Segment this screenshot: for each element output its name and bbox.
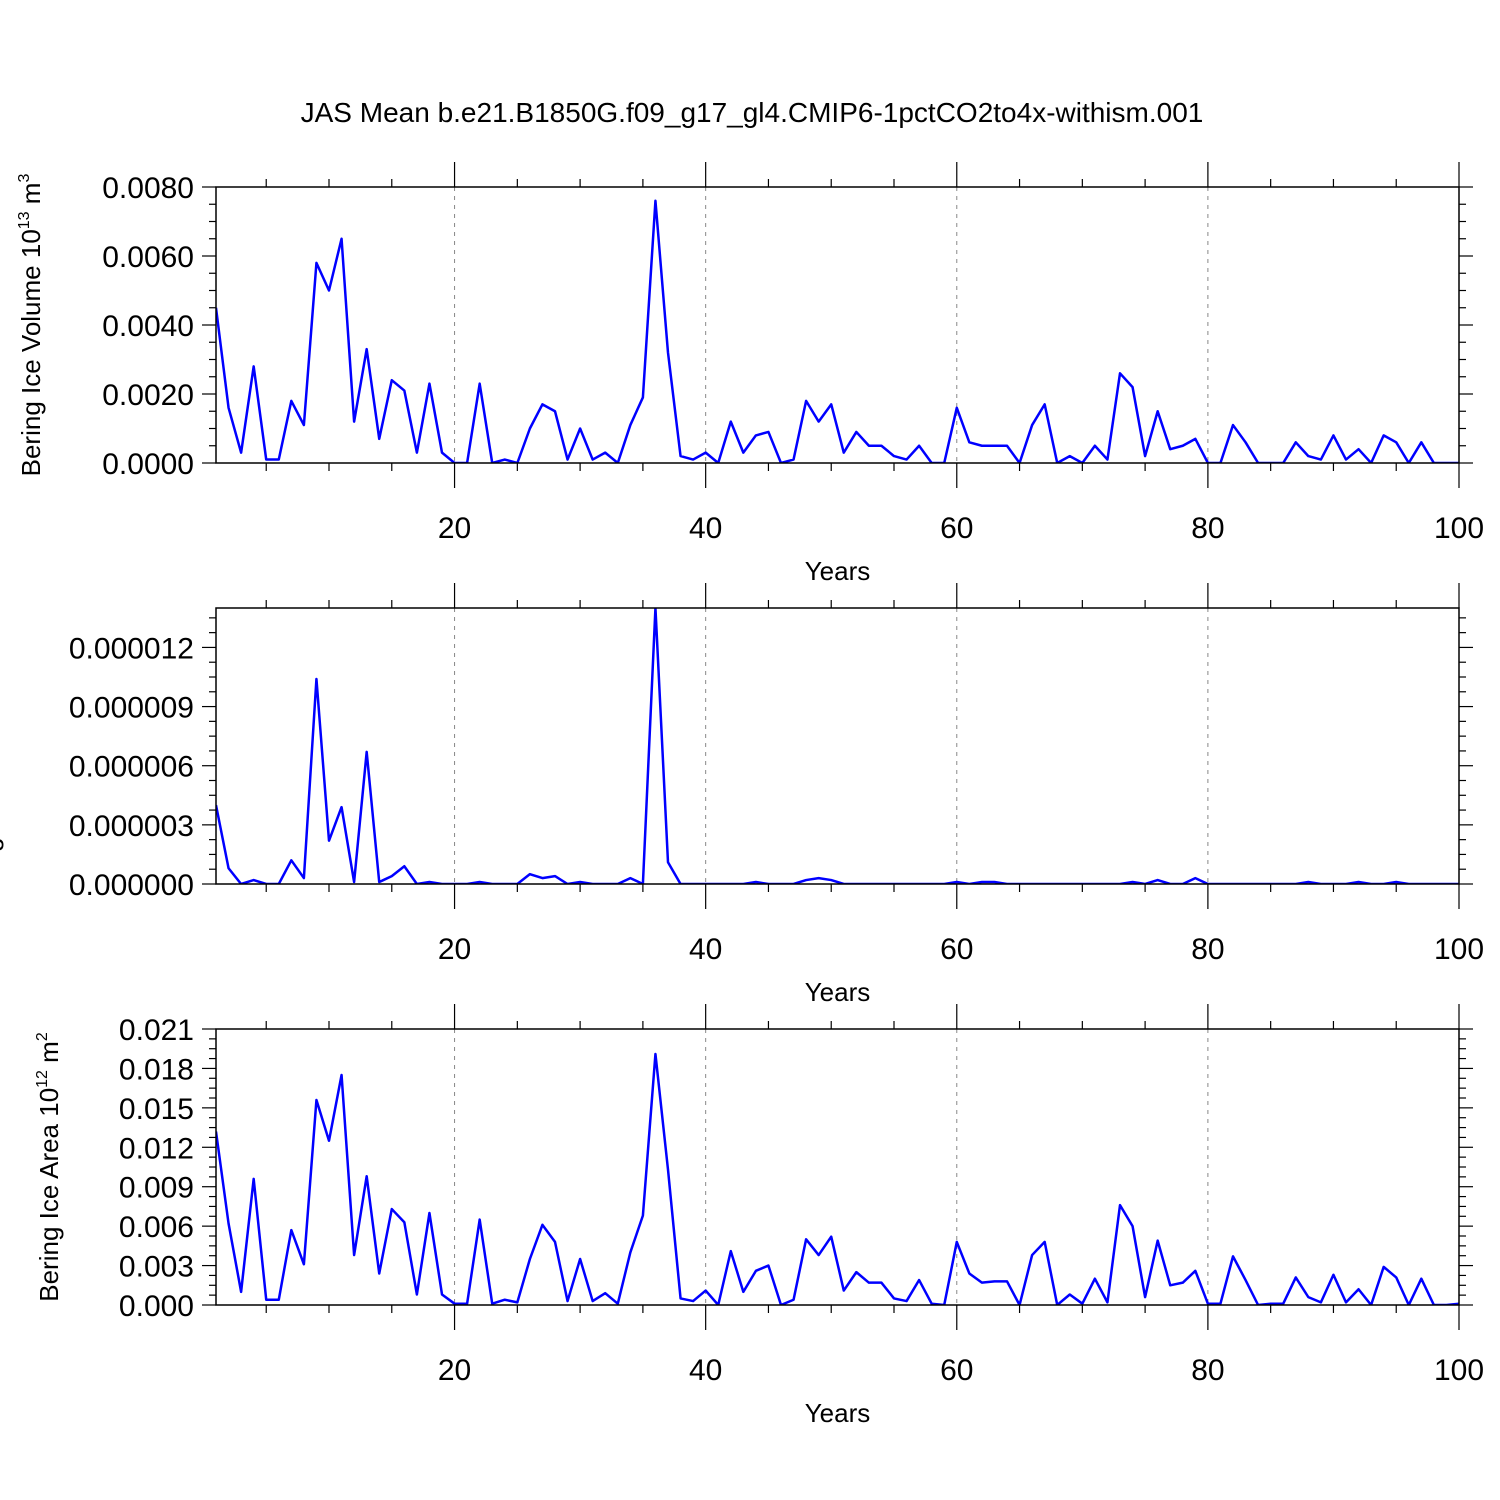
y-tick-label: 0.0060 [102, 241, 194, 274]
y-axis-label: Bering Snow Volume 1013 m3 [0, 579, 4, 912]
x-tick-label: 80 [1191, 1354, 1224, 1387]
x-tick-label: 80 [1191, 933, 1224, 966]
x-tick-label: 60 [940, 933, 973, 966]
x-tick-label: 100 [1434, 512, 1484, 545]
x-tick-label: 100 [1434, 1354, 1484, 1387]
panel-1: 20 40 60 80 100 0.0000 0.0020 0.0040 0.0060 0.008… [16, 162, 1484, 586]
y-axis-label: Bering Ice Volume 1013 m3 [16, 174, 46, 477]
y-tick-label: 0.000000 [69, 869, 194, 902]
panel-2: 20 40 60 80 100 0.000000 0.000003 0.000006 0.000… [0, 579, 1484, 1007]
y-tick-label: 0.0040 [102, 310, 194, 343]
y-tick-label: 0.000009 [69, 692, 194, 725]
x-axis-label: Years [805, 1398, 871, 1428]
x-tick-label: 40 [689, 512, 722, 545]
x-tick-label: 100 [1434, 933, 1484, 966]
y-tick-label: 0.000003 [69, 810, 194, 843]
series-line [216, 1052, 1459, 1305]
y-tick-label: 0.0000 [102, 448, 194, 481]
y-tick-label: 0.000 [119, 1290, 194, 1323]
series-line [216, 608, 1459, 884]
panel-3: 20 40 60 80 100 0.000 0.003 0.006 0.009 0.012 0.01… [34, 1004, 1484, 1428]
y-tick-label: 0.009 [119, 1172, 194, 1205]
y-axis-label: Bering Ice Area 1012 m2 [34, 1032, 64, 1302]
y-tick-label: 0.021 [119, 1014, 194, 1047]
plot-frame [215, 1028, 1460, 1306]
y-tick-label: 0.000006 [69, 751, 194, 784]
x-tick-label: 80 [1191, 512, 1224, 545]
x-tick-label: 20 [438, 1354, 471, 1387]
y-tick-label: 0.015 [119, 1093, 194, 1126]
y-tick-label: 0.003 [119, 1251, 194, 1284]
x-tick-label: 60 [940, 512, 973, 545]
y-tick-label: 0.000012 [69, 632, 194, 665]
x-axis-label: Years [805, 977, 871, 1007]
y-tick-label: 0.006 [119, 1211, 194, 1244]
x-axis-label: Years [805, 556, 871, 586]
x-tick-label: 40 [689, 1354, 722, 1387]
y-tick-label: 0.0020 [102, 379, 194, 412]
x-tick-label: 60 [940, 1354, 973, 1387]
x-tick-label: 20 [438, 933, 471, 966]
chart-title: JAS Mean b.e21.B1850G.f09_g17_gl4.CMIP6-… [301, 97, 1204, 128]
plot-frame [215, 607, 1460, 885]
series-line [216, 199, 1459, 463]
y-tick-label: 0.012 [119, 1132, 194, 1165]
plot-frame [215, 186, 1460, 464]
x-tick-label: 40 [689, 933, 722, 966]
y-tick-label: 0.0080 [102, 172, 194, 205]
y-tick-label: 0.018 [119, 1053, 194, 1086]
x-tick-label: 20 [438, 512, 471, 545]
